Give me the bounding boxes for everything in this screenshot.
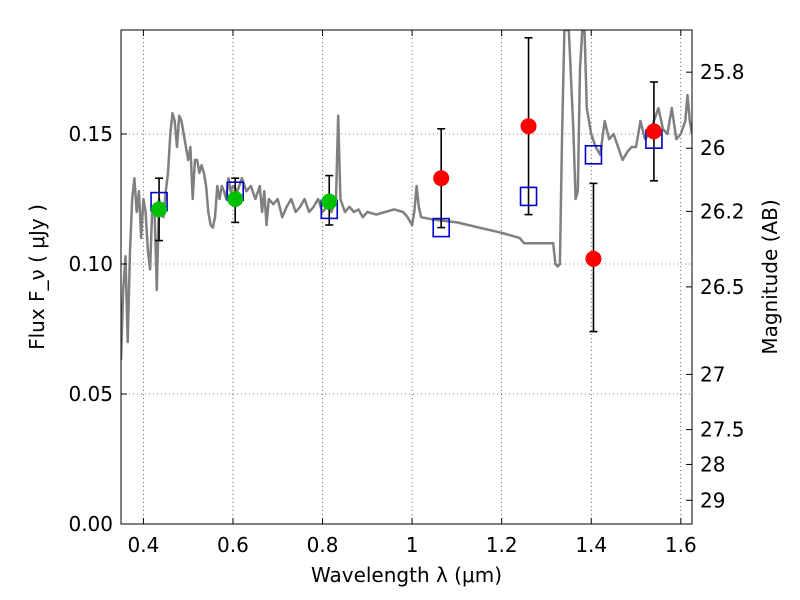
y2-axis-label: Magnitude (AB) bbox=[758, 199, 782, 354]
model-point-marker bbox=[519, 186, 538, 207]
y-tick-label: 0.10 bbox=[68, 252, 113, 276]
measurement-point-red bbox=[433, 170, 450, 187]
y2-tick-label: 27 bbox=[700, 362, 725, 386]
x-tick-label: 1.6 bbox=[665, 533, 697, 557]
measurement-point-green bbox=[227, 191, 244, 207]
measurement-point-red bbox=[520, 118, 537, 135]
y-tick-label: 0.00 bbox=[68, 512, 113, 536]
model-point-marker bbox=[432, 217, 451, 238]
model-points-series bbox=[150, 129, 663, 238]
measurement-point-red bbox=[645, 123, 662, 140]
measurement-point-red bbox=[585, 250, 602, 267]
x-tick-label: 0.6 bbox=[217, 533, 249, 557]
x-tick-label: 0.4 bbox=[127, 533, 159, 557]
y2-tick-label: 27.5 bbox=[700, 418, 745, 442]
model-point-marker bbox=[584, 145, 603, 165]
axis-ticks bbox=[121, 30, 692, 525]
grid bbox=[121, 30, 692, 524]
x-axis-label: Wavelength λ (μm) bbox=[311, 563, 502, 587]
y2-tick-label: 26 bbox=[700, 136, 725, 160]
measurement-point-green bbox=[321, 193, 338, 210]
measurements-series bbox=[151, 118, 662, 267]
y-axis-label: Flux F_ν ( μJy ) bbox=[25, 204, 49, 350]
y2-tick-label: 26.5 bbox=[700, 275, 745, 299]
y2-tick-label: 26.2 bbox=[700, 199, 745, 223]
tick-labels: 0.4 0.6 0.8 1 1.2 1.4 1.6 0.00 0.05 0.10 0.15 25.8 2… bbox=[68, 60, 744, 557]
y2-tick-label: 25.8 bbox=[700, 60, 745, 84]
x-tick-label: 0.8 bbox=[307, 533, 339, 557]
y2-tick-label: 29 bbox=[700, 488, 725, 512]
y-tick-label: 0.15 bbox=[68, 122, 113, 146]
x-tick-label: 1 bbox=[406, 533, 419, 557]
x-tick-label: 1.2 bbox=[486, 533, 518, 557]
plot-frame bbox=[120, 29, 693, 525]
x-tick-label: 1.4 bbox=[575, 533, 607, 557]
measurement-point-green bbox=[151, 201, 168, 218]
y-tick-label: 0.05 bbox=[68, 382, 113, 406]
spectrum-line bbox=[121, 30, 692, 361]
y2-tick-label: 28 bbox=[700, 452, 725, 476]
spectrum-series bbox=[121, 30, 692, 361]
